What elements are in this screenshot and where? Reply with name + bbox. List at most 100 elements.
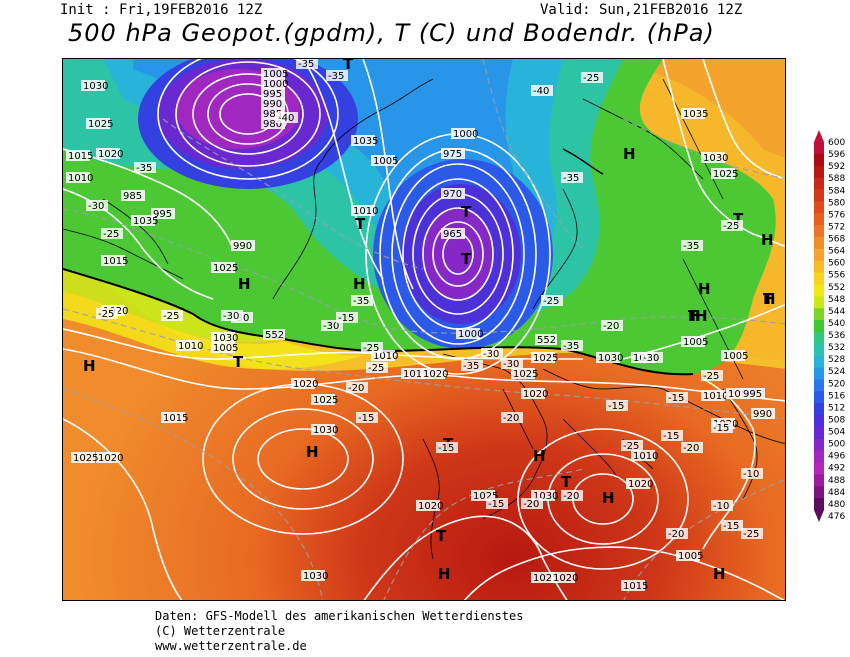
isobar-label-bg — [311, 394, 335, 405]
isobar-label: 1000 — [263, 79, 288, 90]
colorbar-label: 556 — [828, 271, 845, 281]
colorbar-swatch — [814, 426, 824, 440]
isobar-label: 1020 — [98, 453, 123, 464]
low-pressure-marker: T — [461, 250, 472, 268]
colorbar-swatch — [814, 225, 824, 238]
isobar-label: 1035 — [133, 216, 158, 227]
isobar-label: 1005 — [213, 343, 238, 354]
colorbar-label: 580 — [828, 198, 845, 208]
colorbar-label: 576 — [828, 210, 845, 220]
temperature-label: -20 — [603, 321, 619, 332]
colorbar-swatch — [814, 153, 824, 167]
colorbar-label: 488 — [828, 476, 845, 486]
isobar-label-bg — [211, 332, 235, 343]
temperature-label-bg — [461, 360, 483, 371]
temperature-label-bg — [601, 320, 623, 331]
colorbar-label: 548 — [828, 295, 845, 305]
isobar-label: 1025 — [533, 573, 558, 584]
isobar-label-bg — [521, 388, 545, 399]
temperature-label: -20 — [668, 529, 684, 540]
temperature-label: -35 — [463, 361, 479, 372]
footer: Daten: GFS-Modell des amerikanischen Wet… — [155, 609, 523, 654]
isobar-label: 1025 — [533, 353, 558, 364]
temperature-label: -35 — [136, 163, 152, 174]
isobar-label: 1005 — [678, 551, 703, 562]
high-pressure-marker: H — [533, 447, 546, 465]
isobar-label-bg — [401, 368, 425, 379]
temperature-label-bg — [721, 220, 743, 231]
isobar-label: 995 — [263, 89, 282, 100]
isobar-label: 1010 — [633, 451, 658, 462]
isobar-label-bg — [511, 368, 535, 379]
isobar-label: 1010 — [353, 206, 378, 217]
temperature-label-bg — [641, 352, 663, 363]
contour-552-label: 552 — [265, 330, 284, 341]
colorbar-label: 568 — [828, 235, 845, 245]
isobar-label-bg — [701, 390, 725, 401]
temperature-label: -30 — [223, 311, 239, 322]
isobar-label: 1000 — [453, 129, 478, 140]
low-pressure-marker: T — [733, 210, 744, 228]
high-pressure-marker: H — [238, 275, 251, 293]
high-pressure-marker: H — [623, 145, 636, 163]
colorbar-label: 484 — [828, 488, 845, 498]
ne-orange — [603, 59, 785, 159]
isobar-label-bg — [531, 572, 555, 583]
isobar-label-bg — [551, 572, 575, 583]
colorbar-arrow-top — [814, 130, 824, 142]
temperature-label: -10 — [713, 501, 729, 512]
isobar-label: 1005 — [373, 156, 398, 167]
isobar-label-bg — [261, 98, 285, 109]
temperature-label: -35 — [353, 296, 369, 307]
high-pressure-marker: H — [688, 307, 701, 325]
colorbar-label: 588 — [828, 174, 845, 184]
isobar-label: 985 — [263, 109, 282, 120]
isobar-label-bg — [351, 205, 375, 216]
init-time: Init : Fri,19FEB2016 12Z — [60, 2, 263, 18]
contour-label-bg — [263, 329, 285, 340]
temperature-label: -15 — [608, 401, 624, 412]
isobar-label: 1020 — [423, 369, 448, 380]
temperature-label-bg — [366, 362, 388, 373]
colorbar-label: 476 — [828, 512, 845, 522]
isobar-label: 1025 — [513, 369, 538, 380]
colorbar-swatch — [814, 355, 824, 369]
colorbar-swatch — [814, 165, 824, 179]
isobar-label: 1010 — [178, 341, 203, 352]
isobar-label-bg — [86, 118, 110, 129]
isobar-label: 1000 — [728, 389, 753, 400]
temperature-label: -30 — [88, 201, 104, 212]
temperature-label-bg — [666, 392, 688, 403]
isobar-label: 1020 — [553, 573, 578, 584]
isobar-label-bg — [596, 352, 620, 363]
temperature-label: -35 — [683, 241, 699, 252]
temperature-label-bg — [541, 295, 563, 306]
isobar-label-bg — [531, 490, 555, 501]
isobar-label-bg — [121, 190, 145, 201]
low-pressure-marker: T — [436, 527, 447, 545]
temperature-label-bg — [561, 172, 583, 183]
colorbar-swatch — [814, 308, 824, 321]
low-pressure-marker: T — [688, 307, 699, 325]
colorbar-label: 516 — [828, 391, 845, 401]
temperature-label: -10 — [743, 469, 759, 480]
temperature-label-bg — [351, 295, 373, 306]
colorbar-swatch — [814, 379, 824, 392]
temperature-label: -15 — [338, 313, 354, 324]
temperature-label: -40 — [533, 86, 549, 97]
temperature-label-bg — [741, 468, 763, 479]
isobar-label: 1025 — [713, 169, 738, 180]
temperature-label: -20 — [523, 499, 539, 510]
temperature-label: -15 — [723, 521, 739, 532]
isobar-label-bg — [441, 188, 465, 199]
isobar-label: 1030 — [213, 333, 238, 344]
high-pressure-marker: H — [695, 307, 708, 325]
colorbar-label: 536 — [828, 331, 845, 341]
colorbar-label: 520 — [828, 379, 845, 389]
high-pressure-marker: H — [763, 290, 776, 308]
colorbar-swatch — [814, 189, 824, 202]
valid-time: Valid: Sun,21FEB2016 12Z — [540, 2, 743, 18]
high-pressure-marker: H — [83, 357, 96, 375]
temperature-label: -25 — [743, 529, 759, 540]
isobar-label: 1030 — [303, 571, 328, 582]
